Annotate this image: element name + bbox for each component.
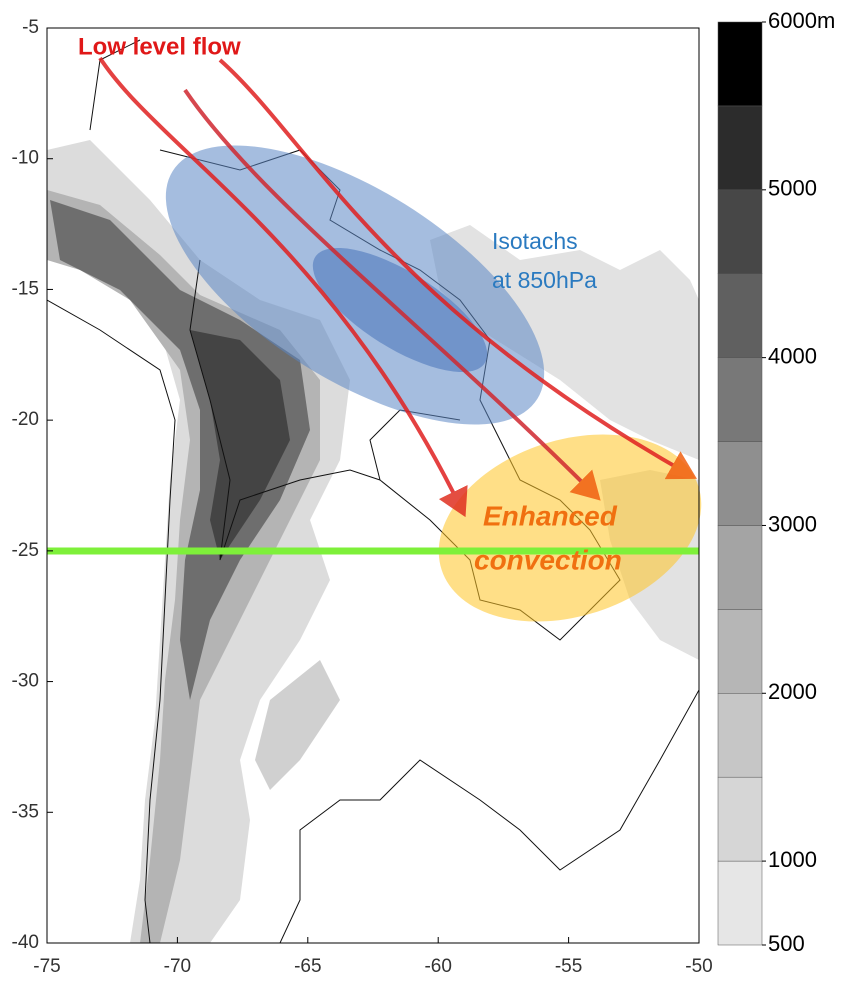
colorbar-label: 2000 — [768, 679, 817, 704]
isotachs-label: Isotachs — [492, 228, 578, 254]
convection-label: convection — [474, 544, 622, 575]
y-tick-label: -25 — [12, 540, 39, 561]
colorbar-band — [717, 609, 763, 694]
colorbar-label: 6000m — [768, 8, 835, 33]
y-tick-label: -10 — [12, 148, 39, 169]
x-tick-label: -50 — [685, 956, 712, 977]
y-tick-label: -40 — [12, 932, 39, 953]
colorbar-label: 1000 — [768, 847, 817, 872]
plot-frame — [46, 27, 700, 944]
colorbar-band — [717, 21, 763, 107]
colorbar-band — [717, 357, 763, 442]
colorbar-label: 5000 — [768, 176, 817, 201]
x-tick-label: -70 — [164, 956, 191, 977]
colorbar-band — [717, 693, 763, 778]
flow-label: Low level flow — [78, 33, 241, 60]
y-tick-label: -20 — [12, 409, 39, 430]
y-tick-label: -15 — [12, 278, 39, 299]
x-tick-label: -55 — [555, 956, 582, 977]
colorbar-band — [717, 525, 763, 610]
y-tick-label: -35 — [12, 801, 39, 822]
colorbar-label: 4000 — [768, 343, 817, 368]
overlays — [47, 56, 702, 622]
convection-label: Enhanced — [483, 500, 618, 531]
colorbar-band — [717, 105, 763, 191]
colorbar-band — [717, 860, 763, 946]
isotachs-label: at 850hPa — [492, 267, 597, 293]
y-tick-label: -5 — [22, 17, 39, 38]
colorbar-label: 500 — [768, 931, 805, 956]
y-tick-label: -30 — [12, 671, 39, 692]
colorbar-band — [717, 441, 763, 526]
colorbar-label: 3000 — [768, 511, 817, 536]
x-tick-label: -65 — [294, 956, 321, 977]
x-tick-label: -60 — [424, 956, 451, 977]
colorbar-band — [717, 189, 763, 274]
colorbar-band — [717, 776, 763, 862]
x-tick-label: -75 — [33, 956, 60, 977]
colorbar-band — [717, 273, 763, 358]
